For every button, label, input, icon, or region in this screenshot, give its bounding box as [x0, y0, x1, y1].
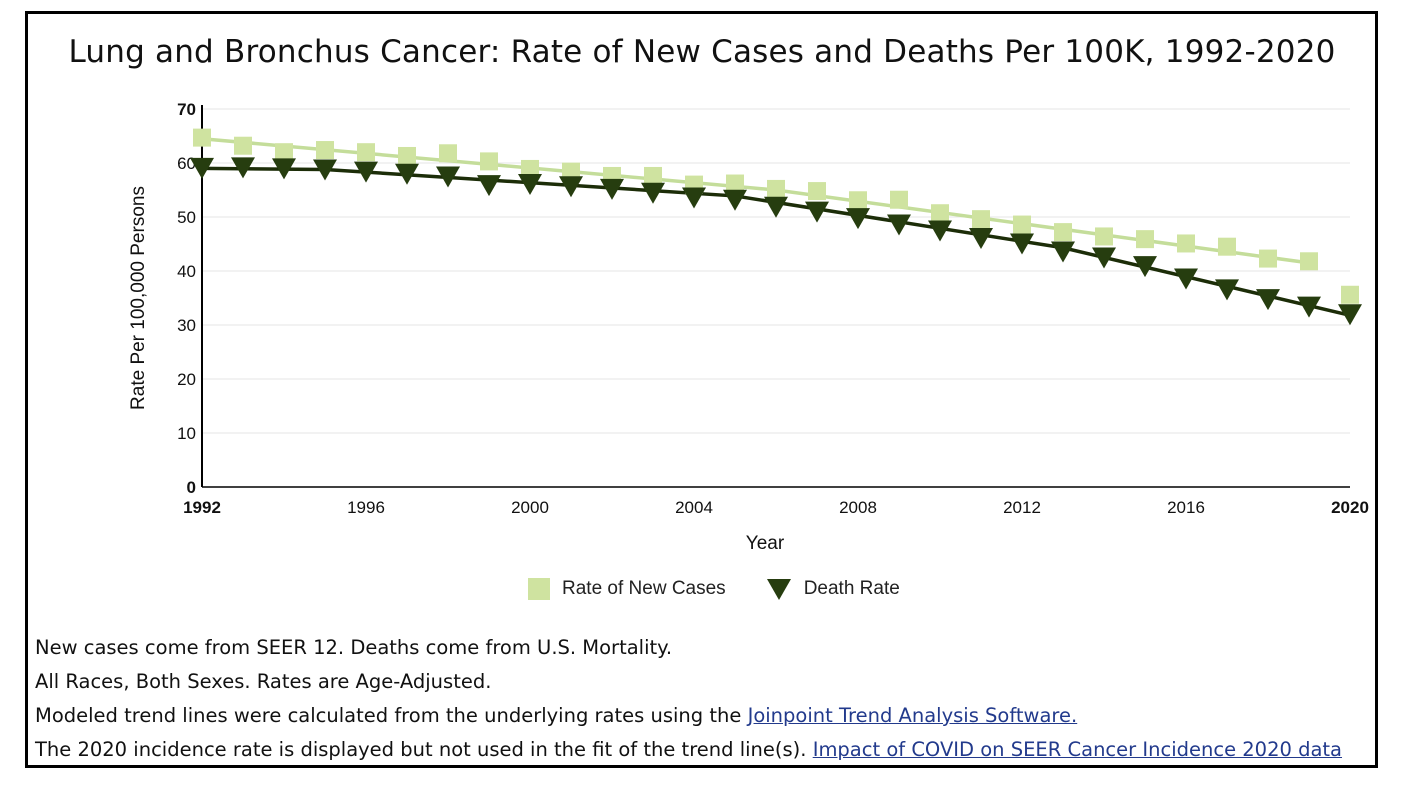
- y-tick-label: 30: [177, 316, 196, 335]
- death-rate-point: [395, 163, 419, 185]
- new-cases-point: [1177, 234, 1195, 253]
- x-tick-label: 1992: [183, 498, 221, 517]
- death-rate-point: [764, 196, 788, 218]
- new-cases-point: [1341, 285, 1359, 304]
- new-cases-point: [357, 143, 375, 162]
- death-rate-point: [887, 214, 911, 236]
- death-rate-point: [231, 157, 255, 179]
- death-rate-point: [1133, 256, 1157, 278]
- death-rate-point: [518, 174, 542, 196]
- y-axis-title: Rate Per 100,000 Persons: [128, 186, 149, 410]
- x-axis-title: Year: [746, 533, 785, 554]
- footnote-covid: The 2020 incidence rate is displayed but…: [35, 736, 1342, 770]
- footnote-sources: New cases come from SEER 12. Deaths come…: [35, 636, 673, 659]
- y-tick-label: 40: [177, 262, 196, 281]
- legend: Rate of New Cases Death Rate: [528, 574, 940, 604]
- footnotes: New cases come from SEER 12. Deaths come…: [35, 634, 1342, 770]
- new-cases-point: [931, 204, 949, 223]
- death-rate-point: [1338, 304, 1362, 326]
- x-tick-label: 2016: [1167, 498, 1205, 517]
- new-cases-point: [1136, 230, 1154, 249]
- death-rate-point: [1297, 296, 1321, 318]
- new-cases-point: [1218, 237, 1236, 256]
- new-cases-point: [808, 182, 826, 201]
- x-tick-label: 2012: [1003, 498, 1041, 517]
- x-tick-label: 2004: [675, 498, 713, 517]
- death-rate-point: [1092, 247, 1116, 269]
- x-tick-label: 1996: [347, 498, 385, 517]
- x-tick-label: 2020: [1331, 498, 1369, 517]
- death-rate-point: [805, 201, 829, 223]
- y-tick-label: 60: [177, 154, 196, 173]
- legend-label-new-cases: Rate of New Cases: [562, 578, 726, 599]
- death-rate-point: [1010, 233, 1034, 255]
- death-rate-point: [354, 161, 378, 183]
- new-cases-point: [767, 179, 785, 198]
- new-cases-point: [521, 159, 539, 178]
- square-marker-icon: [528, 578, 550, 600]
- death-rate-point: [272, 158, 296, 180]
- y-tick-label: 20: [177, 370, 196, 389]
- chart-title: Lung and Bronchus Cancer: Rate of New Ca…: [68, 34, 1336, 70]
- new-cases-point: [1259, 249, 1277, 268]
- footnote-trend-method: Modeled trend lines were calculated from…: [35, 702, 1342, 736]
- footnote-covid-text: The 2020 incidence rate is displayed but…: [35, 738, 813, 761]
- new-cases-point: [1095, 227, 1113, 246]
- new-cases-point: [275, 143, 293, 162]
- x-tick-label: 2008: [839, 498, 877, 517]
- death-rate-point: [559, 176, 583, 198]
- death-rate-point: [723, 189, 747, 211]
- new-cases-point: [234, 136, 252, 155]
- death-rate-point: [641, 182, 665, 204]
- death-rate-point: [846, 208, 870, 230]
- triangle-down-marker-icon: [766, 579, 791, 600]
- new-cases-point: [1300, 252, 1318, 271]
- death-rate-point: [1051, 241, 1075, 263]
- joinpoint-link[interactable]: Joinpoint Trend Analysis Software.: [747, 704, 1078, 727]
- footnote-trend-text: Modeled trend lines were calculated from…: [35, 704, 748, 727]
- y-tick-label: 0: [187, 478, 196, 497]
- legend-item-death-rate[interactable]: Death Rate: [766, 577, 900, 601]
- death-rate-point: [600, 178, 624, 200]
- death-rate-point: [477, 175, 501, 197]
- x-tick-label: 2000: [511, 498, 549, 517]
- death-rate-point: [682, 187, 706, 209]
- death-rate-point: [1256, 289, 1280, 311]
- death-rate-point: [313, 159, 337, 181]
- death-rate-point: [436, 166, 460, 188]
- new-cases-point: [316, 141, 334, 160]
- death-rate-point: [190, 157, 214, 179]
- death-rate-point: [969, 228, 993, 250]
- new-cases-point: [562, 162, 580, 181]
- death-rate-point: [1174, 268, 1198, 290]
- new-cases-point: [480, 152, 498, 171]
- new-cases-point: [849, 191, 867, 210]
- new-cases-point: [1013, 215, 1031, 234]
- new-cases-point: [439, 144, 457, 163]
- y-tick-label: 70: [177, 100, 196, 119]
- new-cases-point: [193, 128, 211, 147]
- footnote-population: All Races, Both Sexes. Rates are Age-Adj…: [35, 670, 492, 693]
- new-cases-point: [726, 174, 744, 193]
- new-cases-point: [1054, 223, 1072, 242]
- y-tick-label: 10: [177, 424, 196, 443]
- new-cases-point: [972, 210, 990, 229]
- death-rate-point: [1215, 279, 1239, 301]
- new-cases-point: [890, 190, 908, 209]
- new-cases-point: [398, 146, 416, 165]
- y-tick-label: 50: [177, 208, 196, 227]
- covid-impact-link[interactable]: Impact of COVID on SEER Cancer Incidence…: [812, 738, 1343, 761]
- legend-label-death-rate: Death Rate: [803, 578, 900, 599]
- new-cases-point: [644, 166, 662, 185]
- death-rate-point: [928, 220, 952, 242]
- legend-item-new-cases[interactable]: Rate of New Cases: [528, 578, 726, 600]
